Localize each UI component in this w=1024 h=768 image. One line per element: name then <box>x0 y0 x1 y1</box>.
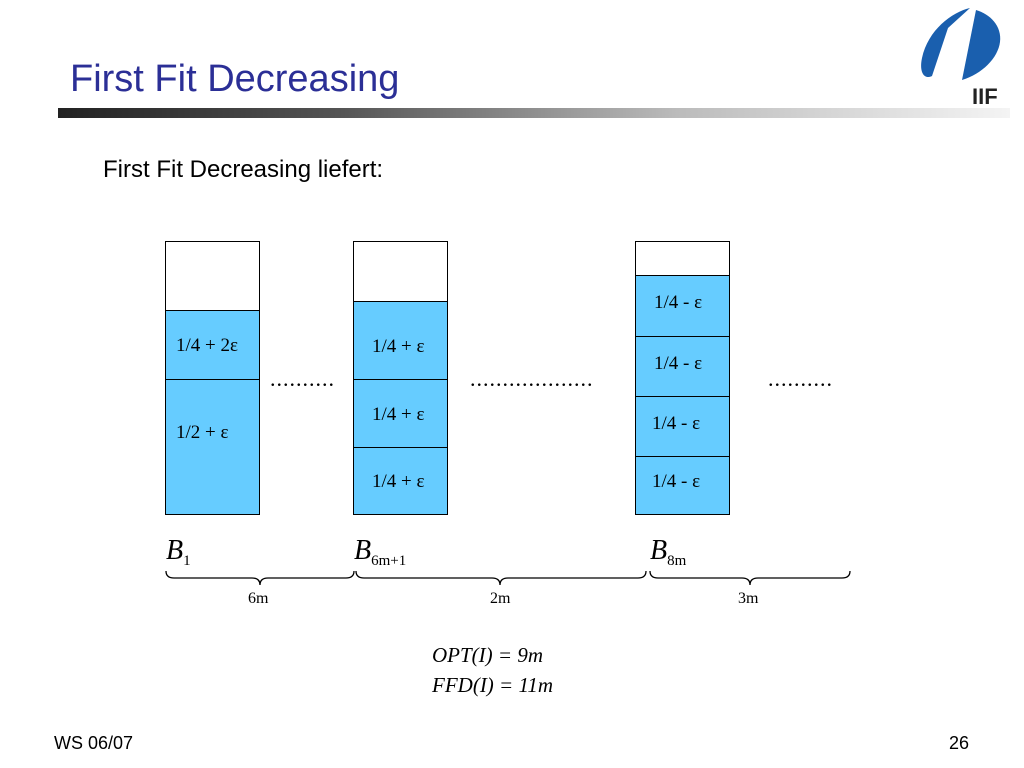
svg-text:IIF: IIF <box>972 84 998 106</box>
bin3-item: 1/4 - ε <box>635 275 730 337</box>
group-braces <box>165 570 851 586</box>
ellipsis: ................... <box>470 366 594 391</box>
item-label: 1/4 - ε <box>654 353 703 374</box>
ellipsis: .......... <box>768 366 833 391</box>
opt-equation: OPT(I) = 9m <box>432 643 543 667</box>
page-title: First Fit Decreasing <box>70 58 400 100</box>
title-divider <box>58 108 1010 118</box>
bin-label-b6m1: B6m+1 <box>354 535 407 569</box>
ffd-equation: FFD(I) = 11m <box>432 673 554 697</box>
brace-label-2m: 2m <box>490 590 511 607</box>
bin3-item: 1/4 - ε <box>635 336 730 397</box>
item-label: 1/4 + ε <box>372 336 425 357</box>
footer-semester: WS 06/07 <box>54 733 134 753</box>
bin-label-b1: B1 <box>166 535 191 569</box>
bin-b6m1: 1/4 + ε 1/4 + ε 1/4 + ε <box>353 241 448 515</box>
item-label: 1/4 + ε <box>372 471 425 492</box>
item-label: 1/4 + 2ε <box>176 335 238 356</box>
bin-b1: 1/4 + 2ε 1/2 + ε <box>165 241 260 515</box>
brace-label-3m: 3m <box>738 590 759 607</box>
subtitle: First Fit Decreasing liefert: <box>103 156 384 183</box>
bin2-item: 1/4 + ε <box>353 447 448 515</box>
iif-logo: IIF <box>921 8 1001 106</box>
bin-label-b8m: B8m <box>650 535 687 569</box>
bin2-item: 1/4 + ε <box>353 301 448 380</box>
bin3-item: 1/4 - ε <box>635 456 730 515</box>
item-label: 1/4 - ε <box>652 471 701 492</box>
bin1-item: 1/4 + 2ε <box>165 310 260 380</box>
bin1-item: 1/2 + ε <box>165 379 260 515</box>
item-label: 1/2 + ε <box>176 422 229 443</box>
bin-b8m: 1/4 - ε 1/4 - ε 1/4 - ε 1/4 - ε <box>635 241 730 515</box>
page-number: 26 <box>949 733 970 753</box>
item-label: 1/4 + ε <box>372 404 425 425</box>
brace-label-6m: 6m <box>248 590 269 607</box>
bin2-item: 1/4 + ε <box>353 379 448 448</box>
ellipsis: .......... <box>270 366 335 391</box>
item-label: 1/4 - ε <box>654 292 703 313</box>
item-label: 1/4 - ε <box>652 413 701 434</box>
bin3-item: 1/4 - ε <box>635 396 730 457</box>
